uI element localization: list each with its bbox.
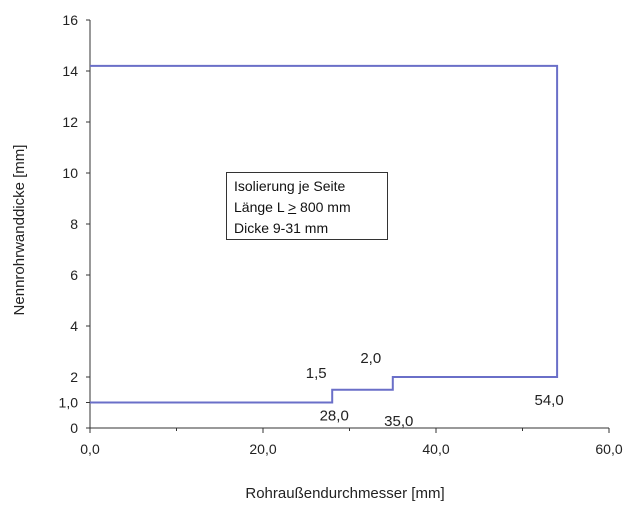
x-axis-title: Rohraußendurchmesser [mm] xyxy=(245,485,444,502)
data-label: 28,0 xyxy=(320,408,349,425)
textbox-line-3: Dicke 9-31 mm xyxy=(234,220,329,236)
y-tick-label: 8 xyxy=(70,216,78,232)
x-tick-label: 0,0 xyxy=(80,441,100,457)
y-tick-label: 14 xyxy=(62,63,78,79)
data-label: 2,0 xyxy=(360,350,381,367)
data-label: 1,5 xyxy=(306,365,327,382)
y-tick-label: 1,0 xyxy=(59,395,79,411)
annotation-textbox: Isolierung je Seite Länge L > 800 mm Dic… xyxy=(226,172,388,240)
y-tick-label: 6 xyxy=(70,267,78,283)
x-tick-label: 20,0 xyxy=(249,441,276,457)
textbox-line-2-symbol: > xyxy=(287,199,297,215)
textbox-line-2: Länge L > 800 mm xyxy=(234,197,387,218)
x-tick-label: 40,0 xyxy=(422,441,449,457)
y-tick-label: 10 xyxy=(62,165,78,181)
series-line xyxy=(90,64,559,404)
x-tick-label: 60,0 xyxy=(595,441,622,457)
series xyxy=(90,64,559,404)
textbox-line-2-suffix: 800 mm xyxy=(296,199,351,215)
data-label: 54,0 xyxy=(534,392,563,409)
y-axis-title: Nennrohrwanddicke [mm] xyxy=(11,145,28,316)
y-tick-label: 12 xyxy=(62,114,78,130)
data-label: 35,0 xyxy=(384,413,413,430)
y-tick-label: 4 xyxy=(70,318,78,334)
textbox-line-1: Isolierung je Seite xyxy=(234,178,346,194)
textbox-line-2-prefix: Länge L xyxy=(234,199,288,215)
annotations: 1,5 2,0 28,0 35,0 54,0 xyxy=(306,350,564,430)
y-tick-label: 2 xyxy=(70,369,78,385)
y-tick-label: 16 xyxy=(62,12,78,28)
y-tick-label: 0 xyxy=(70,420,78,436)
ticks: 0 1,0 2 4 6 8 10 12 14 16 0,0 20,0 40,0 60,0 xyxy=(59,12,623,457)
